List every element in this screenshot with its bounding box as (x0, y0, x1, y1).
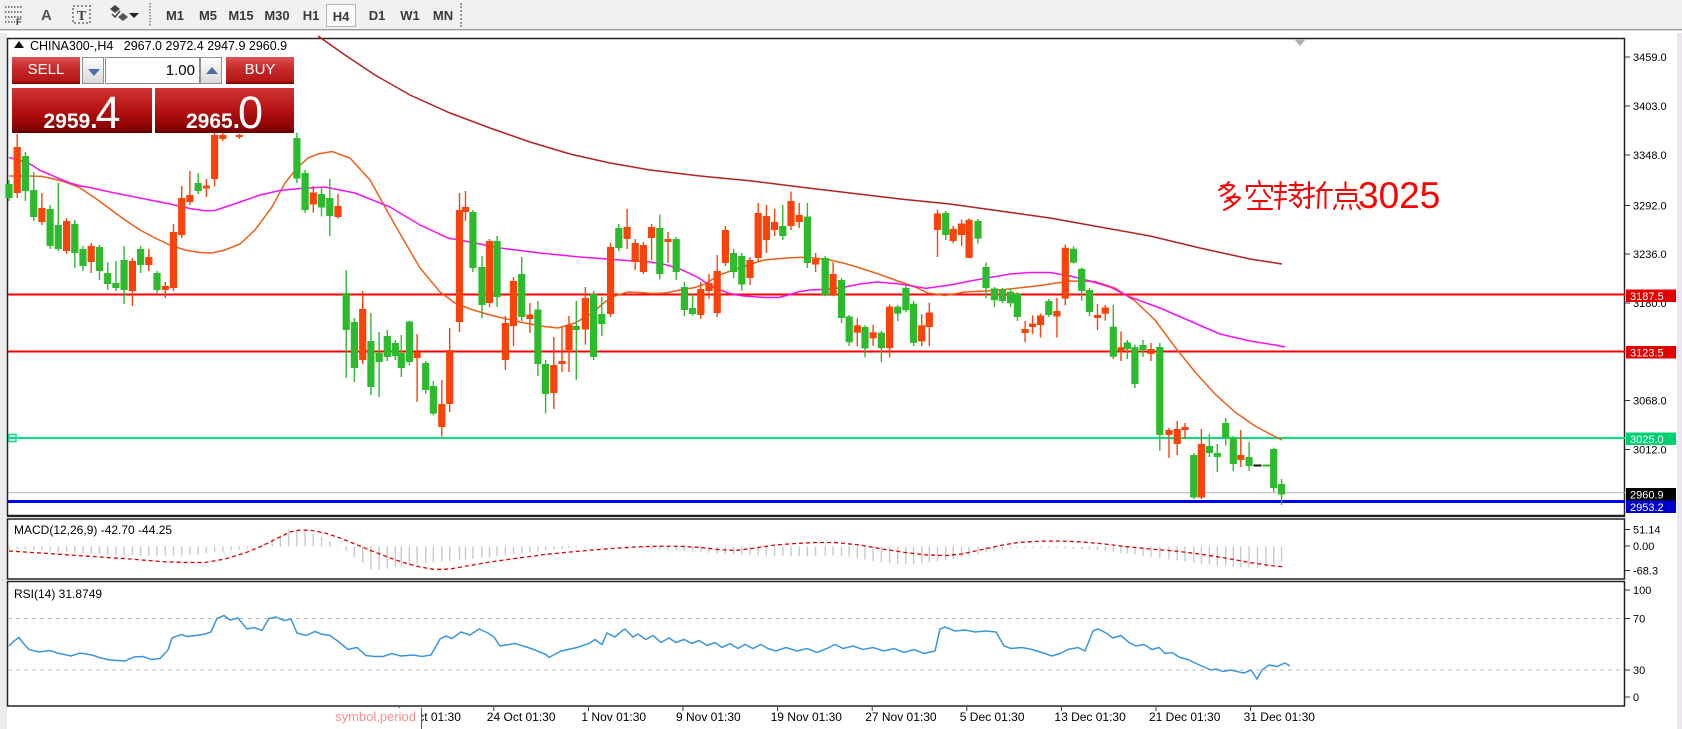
svg-text:2960.9: 2960.9 (1630, 489, 1664, 501)
svg-text:3292.0: 3292.0 (1633, 201, 1667, 213)
svg-text:3123.5: 3123.5 (1630, 347, 1664, 359)
svg-text:9 Nov 01:30: 9 Nov 01:30 (676, 710, 741, 724)
svg-text:A: A (41, 7, 52, 24)
svg-text:3025.0: 3025.0 (1630, 434, 1664, 446)
svg-text:100: 100 (1633, 585, 1651, 597)
svg-text:3348.0: 3348.0 (1633, 150, 1667, 162)
svg-text:MACD(12,26,9) -42.70 -44.25: MACD(12,26,9) -42.70 -44.25 (14, 523, 172, 537)
svg-text:3025: 3025 (1358, 175, 1440, 216)
svg-text:19 Nov 01:30: 19 Nov 01:30 (771, 710, 843, 724)
svg-text:3403.0: 3403.0 (1633, 101, 1667, 113)
svg-text:24 Oct 01:30: 24 Oct 01:30 (487, 710, 556, 724)
svg-text:0: 0 (1633, 692, 1639, 704)
svg-text:3187.5: 3187.5 (1630, 291, 1664, 303)
svg-text:RSI(14) 31.8749: RSI(14) 31.8749 (14, 587, 102, 601)
svg-text:2953.2: 2953.2 (1630, 502, 1664, 514)
svg-text:21 Dec 01:30: 21 Dec 01:30 (1149, 710, 1221, 724)
svg-text:3068.0: 3068.0 (1633, 396, 1667, 408)
svg-text:30: 30 (1633, 665, 1645, 677)
svg-text:1 Nov 01:30: 1 Nov 01:30 (581, 710, 646, 724)
svg-text:3012.0: 3012.0 (1633, 445, 1667, 457)
svg-text:70: 70 (1633, 614, 1645, 626)
svg-text:T: T (77, 9, 87, 24)
svg-text:51.14: 51.14 (1633, 525, 1661, 537)
svg-text:3459.0: 3459.0 (1633, 52, 1667, 64)
svg-text:F: F (16, 17, 22, 27)
svg-text:CHINA300-,H4 2967.0 2972.4 2: CHINA300-,H4 2967.0 2972.4 2947.9 2960.9 (30, 39, 287, 53)
svg-text:31 Dec 01:30: 31 Dec 01:30 (1244, 710, 1316, 724)
svg-text:13 Dec 01:30: 13 Dec 01:30 (1054, 710, 1126, 724)
svg-text:5 Dec 01:30: 5 Dec 01:30 (960, 710, 1025, 724)
svg-text:0.00: 0.00 (1633, 541, 1654, 553)
svg-text:-68.3: -68.3 (1633, 566, 1658, 578)
svg-text:27 Nov 01:30: 27 Nov 01:30 (865, 710, 937, 724)
svg-text:3236.0: 3236.0 (1633, 249, 1667, 261)
